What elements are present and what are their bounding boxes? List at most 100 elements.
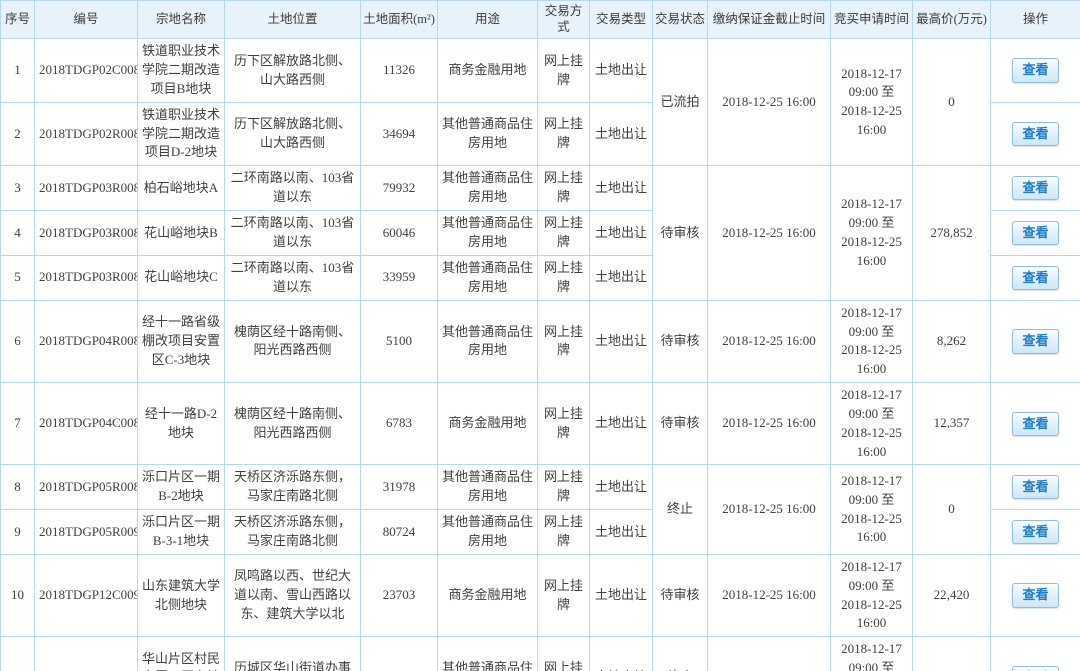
cell-action: 查看 [990,509,1080,555]
cell-seq: 3 [0,165,35,212]
cell-code: 2018TDGP02C0082 [34,38,138,103]
cell-area: 79932 [360,165,438,212]
cell-type: 土地出让 [589,509,653,555]
cell-type: 土地出让 [589,101,653,167]
cell-location: 槐荫区经十路南侧、阳光西路西侧 [224,382,361,466]
cell-bid_time: 2018-12-17 09:00 至 2018-12-25 16:00 [830,299,913,384]
cell-code: 2018TDGP12C0091 [34,553,138,638]
cell-location: 天桥区济泺路东侧，马家庄南路北侧 [224,464,361,511]
cell-name: 泺口片区一期B-2地块 [137,464,225,511]
cell-action: 查看 [990,636,1080,671]
cell-name: 铁道职业技术学院二期改造项目D-2地块 [137,101,225,167]
col-header-max_price: 最高价(万元) [912,0,991,40]
col-header-name: 宗地名称 [137,0,225,40]
cell-code: 2018TDGP03R0085 [34,210,138,256]
cell-area: 5100 [360,299,438,384]
cell-area: 34694 [360,101,438,167]
col-header-method: 交易方式 [537,0,590,40]
cell-max_price: 0 [912,38,991,167]
cell-name: 泺口片区一期B-3-1地块 [137,509,225,555]
cell-max_price: 22,420 [912,553,991,638]
cell-code: 2018TDGP03R0086 [34,255,138,301]
cell-deposit_deadline: 2018-12-25 16:00 [707,382,831,466]
cell-area: 31978 [360,464,438,511]
cell-status: 待审核 [652,382,708,466]
view-button[interactable]: 查看 [1012,411,1059,436]
cell-area: 23703 [360,553,438,638]
cell-area: 91717 [360,636,438,671]
cell-method: 网上挂牌 [537,382,590,466]
col-header-status: 交易状态 [652,0,708,40]
cell-location: 二环南路以南、103省道以东 [224,165,361,212]
cell-usage: 其他普通商品住房用地 [437,255,538,301]
cell-seq: 10 [0,553,35,638]
cell-method: 网上挂牌 [537,636,590,671]
cell-max_price: 12,357 [912,382,991,466]
view-button[interactable]: 查看 [1012,221,1059,246]
cell-status: 终止 [652,636,708,671]
cell-usage: 商务金融用地 [437,382,538,466]
table-header-row: 序号 编号 宗地名称 土地位置 土地面积(m²) 用途 交易方式 交易类型 交易状态 缴纳保证金截… [0,0,1080,40]
cell-method: 网上挂牌 [537,553,590,638]
cell-bid_time: 2018-12-17 09:00 至 2018-12-25 16:00 [830,636,913,671]
cell-usage: 其他普通商品住房用地 [437,101,538,167]
view-button[interactable]: 查看 [1012,176,1059,201]
cell-location: 二环南路以南、103省道以东 [224,210,361,256]
cell-type: 土地出让 [589,165,653,212]
col-header-code: 编号 [34,0,138,40]
cell-bid_time: 2018-12-17 09:00 至 2018-12-25 16:00 [830,553,913,638]
cell-usage: 其他普通商品住房用地 [437,299,538,384]
cell-location: 二环南路以南、103省道以东 [224,255,361,301]
cell-action: 查看 [990,382,1080,466]
cell-method: 网上挂牌 [537,255,590,301]
view-button[interactable]: 查看 [1012,58,1059,83]
view-button[interactable]: 查看 [1012,265,1059,290]
cell-method: 网上挂牌 [537,464,590,511]
cell-code: 2018TDGP02R0083 [34,101,138,167]
cell-action: 查看 [990,553,1080,638]
cell-bid_time: 2018-12-17 09:00 至 2018-12-25 16:00 [830,464,913,555]
cell-name: 铁道职业技术学院二期改造项目B地块 [137,38,225,103]
table-row: 3 2018TDGP03R0084 柏石峪地块A 二环南路以南、103省道以东 7993… [0,165,1080,301]
cell-bid_time: 2018-12-17 09:00 至 2018-12-25 16:00 [830,165,913,301]
table-row: 7 2018TDGP04C0088 经十一路D-2地块 槐荫区经十路南侧、阳光西路西侧… [0,382,1080,466]
col-header-usage: 用途 [437,0,538,40]
table-row: 5 2018TDGP03R0086 花山峪地块C 二环南路以南、103省道以东 3395… [0,255,1080,301]
cell-action: 查看 [990,165,1080,212]
table-row: 112018TDGP12R0092华山片区村民安置二区东地块一历城区华山街道办事… [0,636,1080,671]
cell-deposit_deadline: 2018-12-25 16:00 [707,464,831,555]
cell-area: 60046 [360,210,438,256]
view-button[interactable]: 查看 [1012,519,1059,545]
cell-code: 2018TDGP04R0087 [34,299,138,384]
view-button[interactable]: 查看 [1012,583,1059,608]
table-row: 2 2018TDGP02R0083 铁道职业技术学院二期改造项目D-2地块 历下区解放… [0,101,1080,167]
cell-status: 已流拍 [652,38,708,167]
cell-seq: 6 [0,299,35,384]
cell-location: 天桥区济泺路东侧，马家庄南路北侧 [224,509,361,555]
cell-deposit_deadline: 2018-12-25 16:00 [707,38,831,167]
view-button[interactable]: 查看 [1012,665,1059,671]
cell-seq: 1 [0,38,35,103]
cell-action: 查看 [990,210,1080,256]
table-row: 9 2018TDGP05R0090 泺口片区一期B-3-1地块 天桥区济泺路东侧，马家… [0,509,1080,555]
cell-code: 2018TDGP03R0084 [34,165,138,212]
cell-usage: 其他普通商品住房用地 [437,509,538,555]
cell-code: 2018TDGP12R0092 [34,636,138,671]
cell-seq: 2 [0,101,35,167]
cell-deposit_deadline: 2018-12-25 16:00 [707,165,831,301]
cell-type: 土地出让 [589,38,653,103]
cell-max_price: 8,262 [912,299,991,384]
table-row: 1 2018TDGP02C0082 铁道职业技术学院二期改造项目B地块 历下区解放路北… [0,38,1080,167]
cell-bid_time: 2018-12-17 09:00 至 2018-12-25 16:00 [830,382,913,466]
view-button[interactable]: 查看 [1012,475,1059,500]
cell-bid_time: 2018-12-17 09:00 至 2018-12-25 16:00 [830,38,913,167]
cell-deposit_deadline: 2018-12-25 16:00 [707,299,831,384]
col-header-deposit_deadline: 缴纳保证金截止时间 [707,0,831,40]
cell-location: 历下区解放路北侧、山大路西侧 [224,101,361,167]
cell-usage: 其他普通商品住房用地 [437,636,538,671]
view-button[interactable]: 查看 [1012,121,1059,147]
cell-usage: 其他普通商品住房用地 [437,210,538,256]
view-button[interactable]: 查看 [1012,329,1059,354]
col-header-action: 操作 [990,0,1080,40]
